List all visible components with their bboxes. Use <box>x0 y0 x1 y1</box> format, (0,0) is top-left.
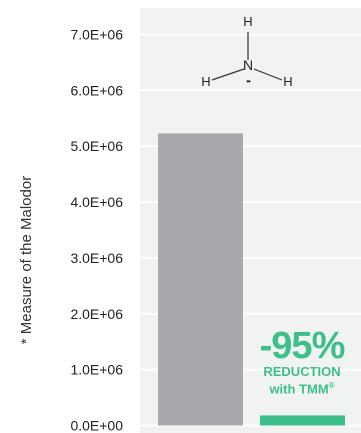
lone-pair: •• <box>246 77 251 86</box>
bar-2 <box>260 415 345 426</box>
atom-h-top: H <box>243 14 252 29</box>
y-tick-label: 0.0E+00 <box>70 418 123 433</box>
y-tick-label: 4.0E+06 <box>70 194 123 210</box>
registered-mark: ® <box>328 381 335 390</box>
reduction-label: REDUCTION <box>263 364 341 379</box>
reduction-percent: -95% <box>259 325 346 367</box>
with-tmm-text: with TMM <box>269 381 329 397</box>
atom-n: N <box>243 57 253 73</box>
y-tick-labels: 0.0E+00 1.0E+06 2.0E+06 3.0E+06 4.0E+06 5.0E+… <box>70 27 123 433</box>
bars <box>158 133 345 426</box>
reduction-annotation: -95% REDUCTION with TMM® <box>250 327 354 396</box>
y-tick-label: 6.0E+06 <box>70 82 123 98</box>
y-axis-label: * Measure of the Malodor <box>18 175 35 345</box>
reduction-with-tmm: with TMM® <box>250 379 354 396</box>
y-tick-label: 3.0E+06 <box>70 250 123 266</box>
bar-1 <box>158 133 243 426</box>
y-tick-label: 7.0E+06 <box>70 27 123 43</box>
y-tick-label: 2.0E+06 <box>70 306 123 322</box>
atom-h-right: H <box>283 74 292 89</box>
y-tick-label: 5.0E+06 <box>70 138 123 154</box>
atom-h-left: H <box>201 74 210 89</box>
y-tick-label: 1.0E+06 <box>70 362 123 378</box>
ammonia-structure-icon: H N •• H H <box>201 14 292 89</box>
